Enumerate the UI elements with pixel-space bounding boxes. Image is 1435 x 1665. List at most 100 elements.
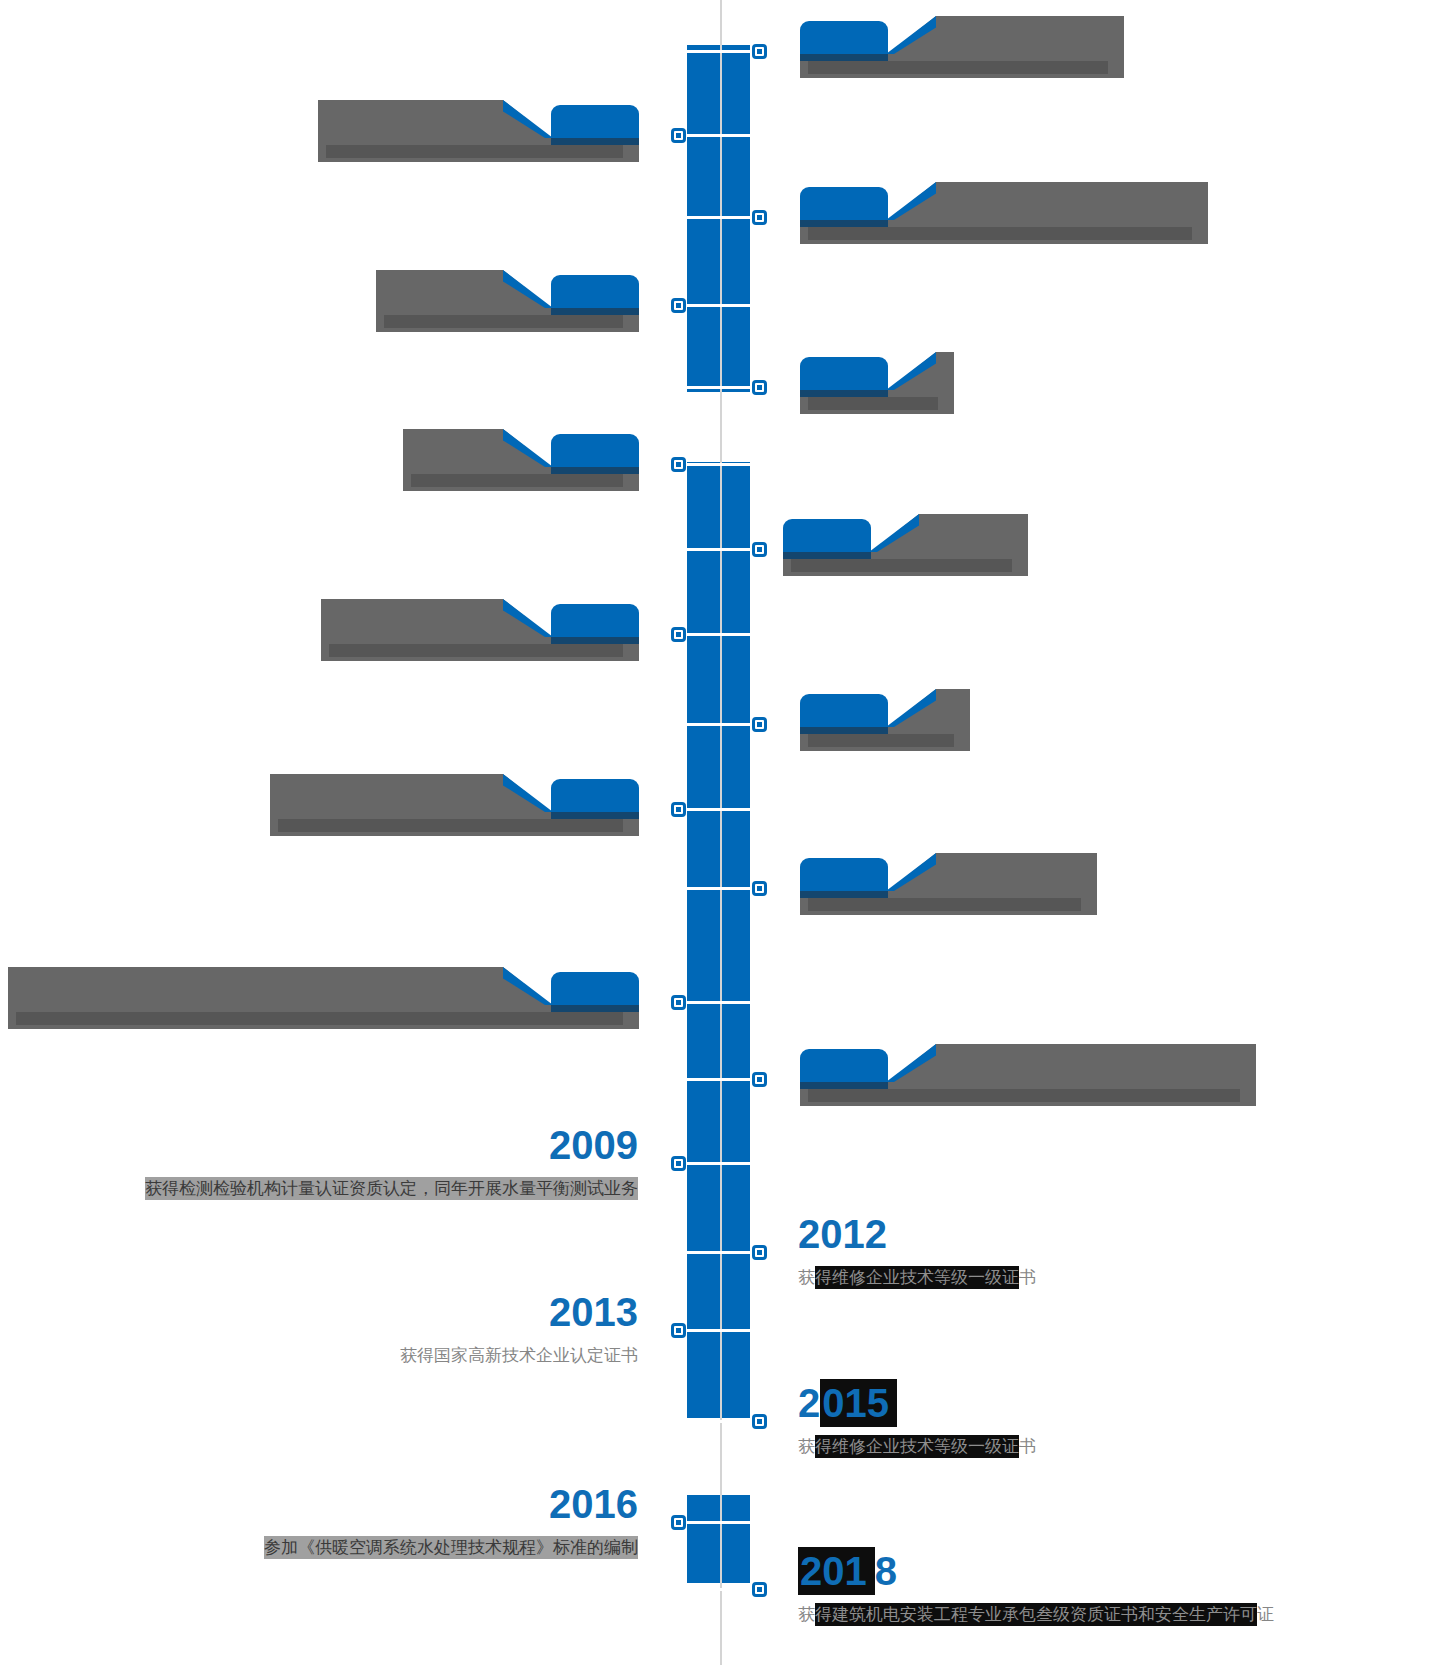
timeline-entry-redacted: [800, 182, 1208, 244]
event-year-segment: 2013: [549, 1290, 638, 1334]
year-fragment-bottom: [551, 1005, 639, 1012]
timeline-marker-icon: [752, 1072, 767, 1087]
year-fragment-digits: [783, 519, 871, 552]
marker-dot: [676, 632, 681, 637]
timeline-entry-redacted: [321, 599, 639, 661]
event-description: 获得检测检验机构计量认证资质认定，同年开展水量平衡测试业务: [145, 1177, 638, 1201]
event-description: 获得建筑机电安装工程专业承包叁级资质证书和安全生产许可证: [798, 1603, 1274, 1627]
timeline-marker-icon: [671, 298, 686, 313]
year-fragment-bottom: [800, 891, 888, 898]
timeline-bar: [687, 462, 750, 1418]
year-fragment-digits: [800, 187, 888, 220]
marker-dot: [757, 886, 762, 891]
marker-tick: [687, 1588, 750, 1591]
year-fragment-digits: [551, 275, 639, 308]
event-year: 2009: [549, 1125, 638, 1165]
marker-tick: [687, 216, 750, 219]
event-description-segment: 获: [798, 1603, 815, 1626]
year-fragment-digits: [551, 604, 639, 637]
marker-dot: [676, 303, 681, 308]
timeline-center-line: [720, 0, 722, 1665]
redacted-hidden-text-row: [808, 227, 1192, 240]
marker-tick: [687, 1329, 750, 1332]
timeline-entry-redacted: [800, 1044, 1256, 1106]
event-description-segment: 得维修企业技术等级一级证: [815, 1266, 1019, 1289]
redacted-hidden-text-row: [384, 315, 623, 328]
event-year-segment: 2016: [549, 1482, 638, 1526]
event-year-segment: 2: [798, 1381, 820, 1425]
timeline-entry-redacted: [800, 16, 1124, 78]
year-fragment-bottom: [800, 1082, 888, 1089]
year-fragment-bottom: [800, 54, 888, 61]
timeline-marker-icon: [752, 210, 767, 225]
redacted-hidden-text-row: [326, 145, 623, 158]
event-description-segment: 获: [798, 1435, 815, 1458]
redacted-hidden-text-row: [329, 644, 623, 657]
year-fragment-digits: [800, 858, 888, 891]
year-fragment-bottom: [551, 138, 639, 145]
year-fragment-bottom: [551, 308, 639, 315]
year-fragment-digits: [551, 779, 639, 812]
year-fragment-bottom: [800, 220, 888, 227]
event-year: 2016: [549, 1484, 638, 1524]
marker-tick: [687, 887, 750, 890]
timeline-entry-redacted: [800, 689, 970, 751]
timeline-marker-icon: [752, 881, 767, 896]
timeline-marker-icon: [671, 627, 686, 642]
marker-dot: [757, 49, 762, 54]
timeline-marker-icon: [752, 1414, 767, 1429]
marker-tick: [687, 633, 750, 636]
marker-tick: [687, 463, 750, 466]
timeline-marker-icon: [671, 995, 686, 1010]
event-year-segment: 8: [875, 1549, 897, 1593]
timeline-marker-icon: [671, 457, 686, 472]
event-description-segment: 书: [1019, 1266, 1036, 1289]
redacted-hidden-text-row: [16, 1012, 623, 1025]
timeline-marker-icon: [752, 1245, 767, 1260]
event-year: 2012: [798, 1214, 887, 1254]
year-fragment-bottom: [551, 812, 639, 819]
marker-tick: [687, 1521, 750, 1524]
timeline-entry-redacted: [800, 853, 1097, 915]
marker-tick: [687, 386, 750, 389]
marker-dot: [676, 1000, 681, 1005]
event-year: 2018: [798, 1551, 897, 1591]
redacted-hidden-text-row: [278, 819, 623, 832]
marker-tick: [687, 1251, 750, 1254]
year-fragment-bottom: [800, 390, 888, 397]
marker-dot: [757, 547, 762, 552]
marker-tick: [687, 50, 750, 53]
year-fragment-bottom: [800, 727, 888, 734]
marker-dot: [757, 385, 762, 390]
year-fragment-digits: [800, 694, 888, 727]
marker-dot: [676, 133, 681, 138]
marker-dot: [676, 1161, 681, 1166]
marker-dot: [757, 1419, 762, 1424]
timeline-marker-icon: [752, 1582, 767, 1597]
marker-tick: [687, 134, 750, 137]
redacted-hidden-text-row: [808, 1089, 1240, 1102]
marker-dot: [757, 215, 762, 220]
marker-dot: [757, 722, 762, 727]
event-description-segment: 书: [1019, 1435, 1036, 1458]
marker-tick: [687, 1078, 750, 1081]
marker-tick: [687, 1162, 750, 1165]
timeline-marker-icon: [752, 44, 767, 59]
year-fragment-digits: [800, 21, 888, 54]
year-fragment-digits: [551, 105, 639, 138]
event-year-segment: 2012: [798, 1212, 887, 1256]
event-year-segment: 2009: [549, 1123, 638, 1167]
marker-tick: [687, 808, 750, 811]
event-description: 获得维修企业技术等级一级证书: [798, 1266, 1036, 1290]
marker-dot: [676, 1328, 681, 1333]
timeline-marker-icon: [752, 380, 767, 395]
timeline-marker-icon: [671, 1515, 686, 1530]
marker-dot: [757, 1077, 762, 1082]
timeline-entry-redacted: [403, 429, 639, 491]
year-fragment-bottom: [783, 552, 871, 559]
event-year: 2013: [549, 1292, 638, 1332]
redacted-hidden-text-row: [808, 61, 1108, 74]
year-fragment-bottom: [551, 637, 639, 644]
timeline-entry-redacted: [783, 514, 1028, 576]
event-description-segment: 证: [1257, 1603, 1274, 1626]
